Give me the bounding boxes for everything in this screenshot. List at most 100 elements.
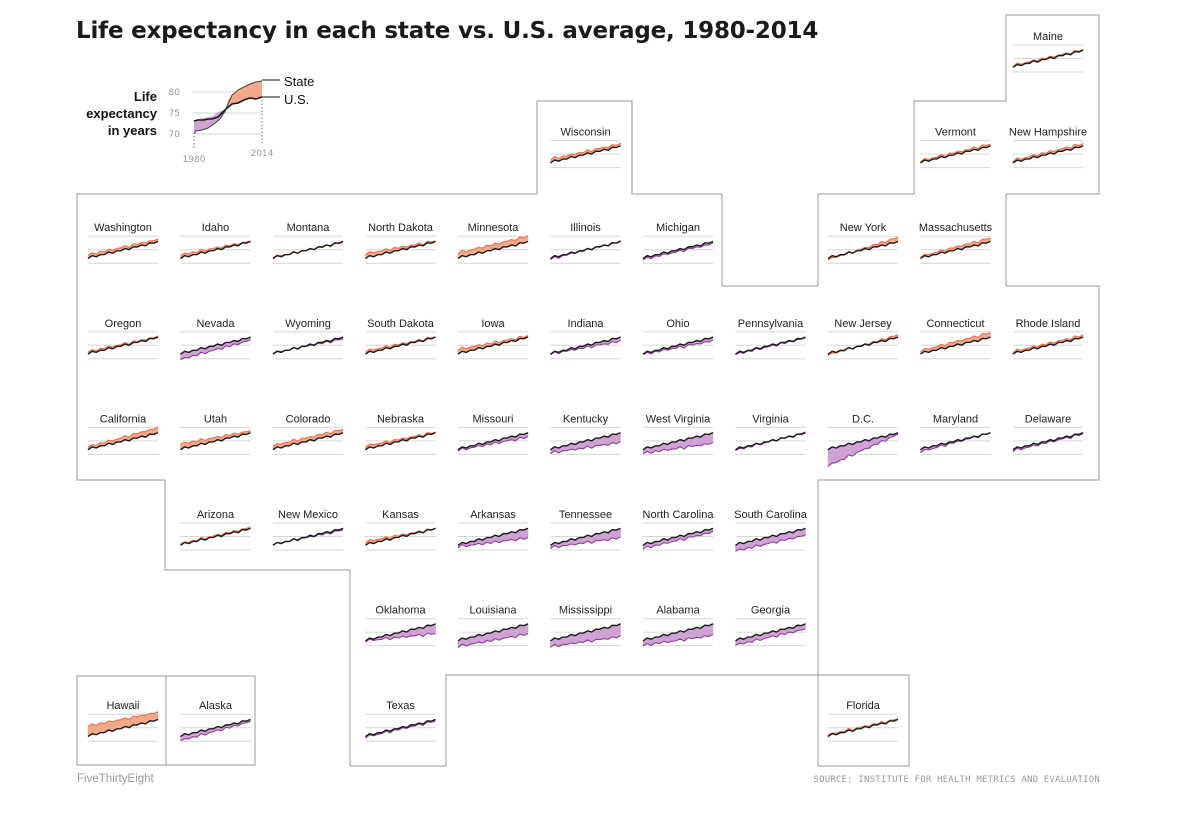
- tile-west-virginia: West Virginia: [642, 413, 714, 455]
- legend-area-above: [226, 81, 262, 109]
- us-line-kansas: [365, 527, 436, 546]
- credit-label: FiveThirtyEight: [77, 773, 154, 785]
- legend-title-line3: in years: [108, 123, 157, 138]
- state-label-kansas: Kansas: [382, 509, 419, 521]
- tile-iowa: Iowa: [457, 318, 529, 360]
- state-label-north-dakota: North Dakota: [368, 222, 434, 234]
- area-louisiana-3: [470, 636, 475, 645]
- state-label-iowa: Iowa: [481, 318, 505, 330]
- tile-arkansas: Arkansas: [457, 509, 529, 551]
- state-line-connecticut: [920, 332, 991, 353]
- us-line-new-hampshire: [1012, 145, 1084, 164]
- state-label-new-hampshire: New Hampshire: [1009, 127, 1087, 139]
- area-mississippi-15: [612, 624, 617, 639]
- area-mississippi-11: [595, 628, 601, 640]
- state-line-arizona: [180, 526, 251, 545]
- legend-us-line: [193, 96, 263, 122]
- state-label-arkansas: Arkansas: [470, 509, 516, 521]
- state-label-minnesota: Minnesota: [468, 222, 520, 234]
- area-hawaii-3: [100, 722, 105, 733]
- state-line-georgia: [735, 628, 806, 646]
- tile-virginia: Virginia: [735, 413, 806, 455]
- legend: Life expectancy in years 80 75 70 State …: [86, 74, 314, 165]
- us-line-pennsylvania: [735, 336, 806, 355]
- tile-missouri: Missouri: [457, 413, 529, 455]
- state-line-utah: [180, 430, 251, 445]
- tile-indiana: Indiana: [550, 318, 621, 360]
- us-line-nevada: [180, 336, 251, 355]
- us-line-iowa: [457, 336, 529, 355]
- state-label-kentucky: Kentucky: [563, 413, 609, 425]
- tile-florida: Florida: [827, 700, 899, 742]
- state-label-nebraska: Nebraska: [377, 413, 425, 425]
- source-label: SOURCE: INSTITUTE FOR HEALTH METRICS AND…: [813, 775, 1100, 785]
- state-line-idaho: [180, 240, 251, 256]
- tile-colorado: Colorado: [272, 413, 344, 455]
- state-label-pennsylvania: Pennsylvania: [738, 318, 804, 330]
- us-line-hawaii: [87, 718, 159, 738]
- state-label-texas: Texas: [386, 700, 415, 712]
- tile-south-dakota: South Dakota: [365, 318, 436, 360]
- tile-georgia: Georgia: [735, 605, 806, 647]
- state-label-tennessee: Tennessee: [559, 509, 612, 521]
- state-line-hawaii: [87, 711, 159, 727]
- state-label-alaska: Alaska: [199, 700, 233, 712]
- area-alabama-13: [696, 627, 701, 639]
- tile-d-c: D.C.: [827, 413, 899, 467]
- tile-pennsylvania: Pennsylvania: [735, 318, 806, 360]
- tile-washington: Washington: [87, 222, 159, 264]
- state-label-north-carolina: North Carolina: [643, 509, 715, 521]
- us-line-d-c: [827, 431, 899, 451]
- state-label-alabama: Alabama: [656, 605, 700, 617]
- tile-south-carolina: South Carolina: [734, 509, 808, 552]
- us-line-rhode-island: [1012, 336, 1084, 355]
- area-d-c-1: [831, 446, 837, 464]
- area-kentucky-11: [595, 437, 601, 446]
- us-line-indiana: [550, 336, 621, 355]
- state-line-minnesota: [457, 235, 529, 255]
- area-d-c-3: [840, 445, 845, 461]
- state-label-delaware: Delaware: [1025, 413, 1071, 425]
- state-label-maryland: Maryland: [933, 413, 978, 425]
- area-hawaii-15: [149, 713, 155, 722]
- state-line-texas: [365, 720, 436, 739]
- tile-illinois: Illinois: [550, 222, 621, 264]
- tile-new-mexico: New Mexico: [272, 509, 344, 551]
- tile-kentucky: Kentucky: [550, 413, 621, 455]
- mainland-outline: [76, 14, 1100, 767]
- state-line-north-carolina: [642, 530, 714, 550]
- tile-maine: Maine: [1012, 31, 1084, 73]
- us-line-montana: [272, 240, 344, 260]
- us-line-georgia: [735, 623, 806, 642]
- tile-alabama: Alabama: [642, 605, 714, 647]
- tile-kansas: Kansas: [365, 509, 436, 551]
- legend-ytick-75: 75: [169, 109, 180, 119]
- state-line-colorado: [272, 428, 344, 447]
- us-line-washington: [87, 240, 159, 260]
- state-label-virginia: Virginia: [752, 413, 789, 425]
- state-label-washington: Washington: [94, 222, 152, 234]
- state-label-florida: Florida: [846, 700, 881, 712]
- us-line-north-carolina: [642, 527, 714, 546]
- state-line-ohio: [642, 339, 714, 356]
- tile-new-jersey: New Jersey: [827, 318, 899, 360]
- legend-ytick-80: 80: [169, 88, 181, 98]
- state-line-michigan: [642, 242, 714, 261]
- us-line-utah: [180, 431, 251, 451]
- area-south-carolina-15: [797, 529, 802, 537]
- state-label-wyoming: Wyoming: [285, 318, 331, 330]
- state-line-d-c: [827, 433, 899, 467]
- tile-vermont: Vermont: [920, 127, 991, 169]
- us-line-arizona: [180, 527, 251, 546]
- us-line-wyoming: [272, 336, 344, 355]
- tile-nevada: Nevada: [180, 318, 251, 361]
- us-line-massachusetts: [920, 240, 991, 260]
- state-label-nevada: Nevada: [197, 318, 236, 330]
- state-line-delaware: [1012, 433, 1084, 453]
- state-line-nebraska: [365, 431, 436, 448]
- tile-oklahoma: Oklahoma: [365, 605, 436, 647]
- us-line-louisiana: [457, 623, 529, 642]
- area-mississippi-13: [603, 627, 609, 640]
- area-hawaii-11: [133, 715, 138, 726]
- us-line-minnesota: [457, 240, 529, 260]
